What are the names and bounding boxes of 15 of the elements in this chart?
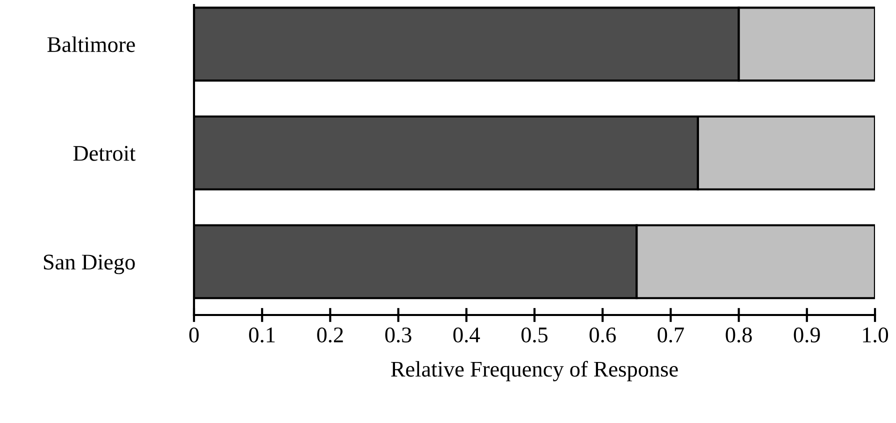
x-tick-label: 0.4 xyxy=(453,327,480,343)
x-tick-label: 0.1 xyxy=(249,327,275,343)
y-tick-label: Detroit xyxy=(73,146,136,161)
y-tick-label: Baltimore xyxy=(47,36,135,52)
x-tick-label: 0.2 xyxy=(317,327,343,343)
x-tick-label: 0.6 xyxy=(590,327,616,343)
x-tick-label: 0.7 xyxy=(658,327,684,343)
x-tick-label: 1.0 xyxy=(863,327,888,343)
x-tick-label: 0.5 xyxy=(521,327,548,343)
x-tick-label: 0.3 xyxy=(385,327,412,343)
x-tick-label: 0.8 xyxy=(726,327,752,343)
x-axis-title: Relative Frequency of Response xyxy=(391,360,678,382)
y-tick-label: San Diego xyxy=(44,254,135,274)
x-tick-label: 0 xyxy=(189,327,199,342)
x-tick-label: 0.9 xyxy=(794,327,820,343)
